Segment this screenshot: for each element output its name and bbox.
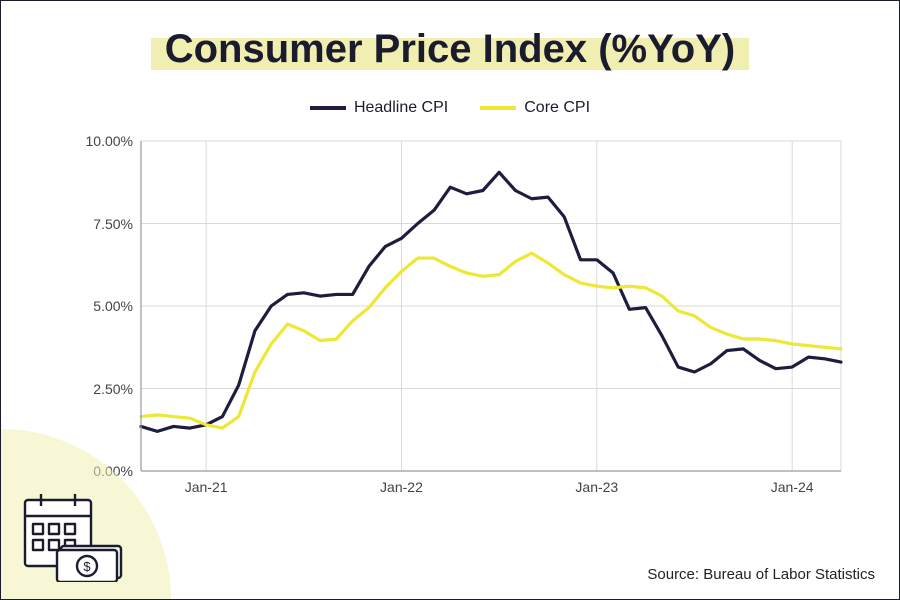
- series-lines: [141, 172, 841, 431]
- y-tick-label: 2.50%: [73, 381, 133, 397]
- series-line: [141, 253, 841, 428]
- decorative-icons: $: [21, 492, 131, 587]
- legend-item: Headline CPI: [310, 99, 448, 117]
- plot-area: 0.00%2.50%5.00%7.50%10.00%Jan-21Jan-22Ja…: [141, 141, 841, 471]
- legend-label: Headline CPI: [354, 99, 448, 117]
- x-tick-label: Jan-22: [380, 479, 423, 495]
- chart-title: Consumer Price Index (%YoY): [151, 27, 750, 76]
- svg-text:$: $: [83, 559, 91, 574]
- x-tick-label: Jan-21: [185, 479, 228, 495]
- legend-swatch: [310, 106, 346, 110]
- legend-swatch: [480, 106, 516, 110]
- y-tick-label: 5.00%: [73, 298, 133, 314]
- x-tick-label: Jan-23: [575, 479, 618, 495]
- legend-label: Core CPI: [524, 99, 590, 117]
- gridlines: [141, 141, 841, 471]
- chart-svg: [141, 141, 841, 471]
- building-icon: [25, 494, 91, 566]
- source-attribution: Source: Bureau of Labor Statistics: [647, 566, 875, 583]
- y-tick-label: 7.50%: [73, 216, 133, 232]
- money-icon: $: [57, 546, 121, 582]
- title-container: Consumer Price Index (%YoY): [1, 27, 899, 76]
- y-tick-label: 0.00%: [73, 463, 133, 479]
- y-tick-label: 10.00%: [73, 133, 133, 149]
- chart-frame: Consumer Price Index (%YoY) Headline CPI…: [0, 0, 900, 600]
- x-tick-label: Jan-24: [771, 479, 814, 495]
- legend-item: Core CPI: [480, 99, 590, 117]
- legend: Headline CPI Core CPI: [1, 99, 899, 117]
